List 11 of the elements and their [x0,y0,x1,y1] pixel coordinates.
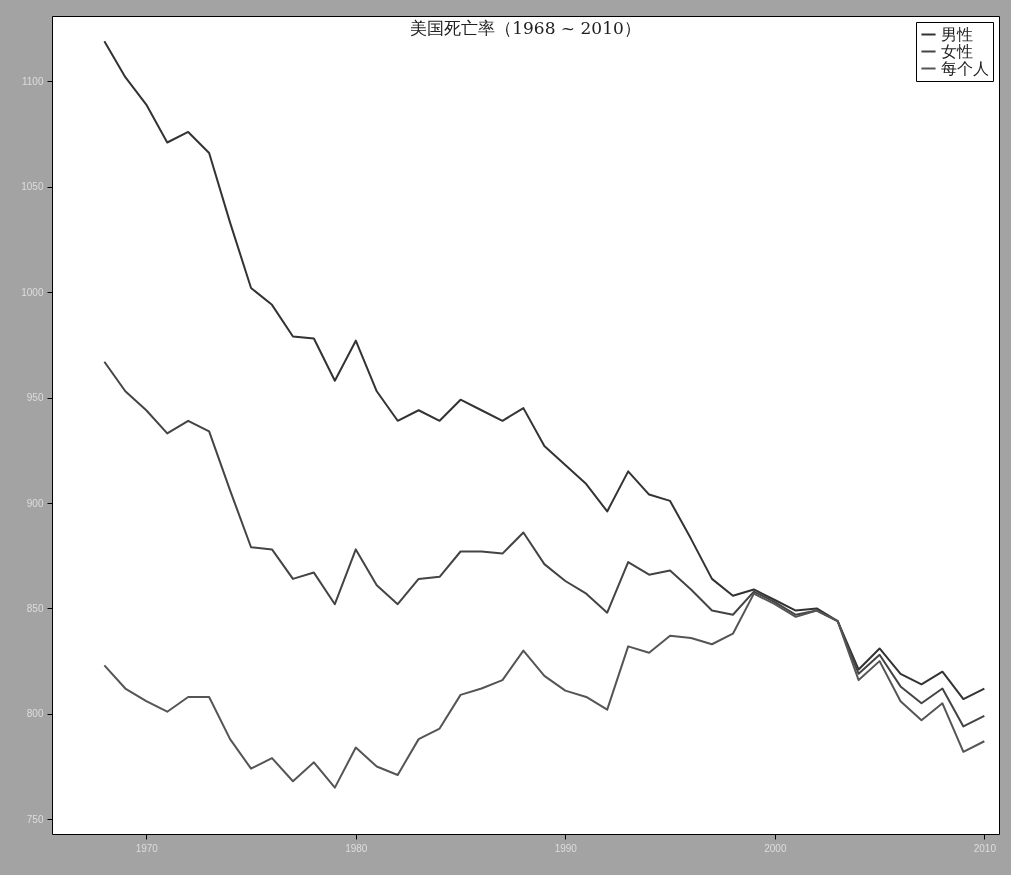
legend-label: 男性 [941,24,973,44]
x-tick-label: 1970 [135,842,159,854]
y-tick-label: 1100 [21,75,44,87]
legend-label: 女性 [941,41,973,61]
line-series [103,40,986,701]
chart-title: 美国死亡率（1968 ~ 2010） [410,18,641,38]
x-tick-label: 2010 [973,842,997,854]
line-series [103,360,986,728]
x-tick-label: 1990 [554,842,578,854]
legend-label: 每个人 [941,58,989,78]
line-series [103,592,986,789]
